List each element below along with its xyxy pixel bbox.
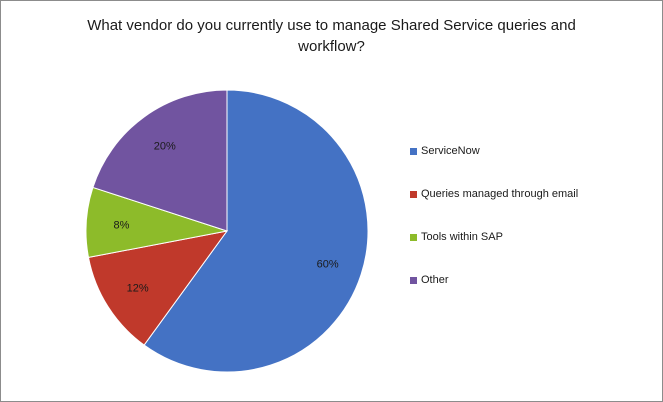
chart-title-line-1: What vendor do you currently use to mana…: [87, 17, 576, 34]
legend-label-other: Other: [421, 274, 449, 286]
pie-slice-email: [87, 230, 229, 346]
data-label-servicenow: 60%: [317, 259, 339, 271]
data-label-other: 20%: [154, 140, 176, 152]
legend-label-email: Queries managed through email: [421, 188, 579, 200]
legend-label-sap: Tools within SAP: [421, 231, 503, 243]
legend-swatch-sap: [410, 234, 417, 241]
legend-label-servicenow: ServiceNow: [421, 145, 480, 157]
pie-slice-other: [92, 89, 228, 232]
data-label-email: 12%: [127, 283, 149, 295]
chart-title-line-2: workflow?: [298, 38, 365, 55]
legend-swatch-other: [410, 277, 417, 284]
chart-title: What vendor do you currently use to mana…: [1, 15, 662, 57]
pie-slice-servicenow: [143, 89, 369, 373]
data-label-sap: 8%: [114, 219, 130, 231]
legend-swatch-email: [410, 191, 417, 198]
legend-swatch-servicenow: [410, 148, 417, 155]
